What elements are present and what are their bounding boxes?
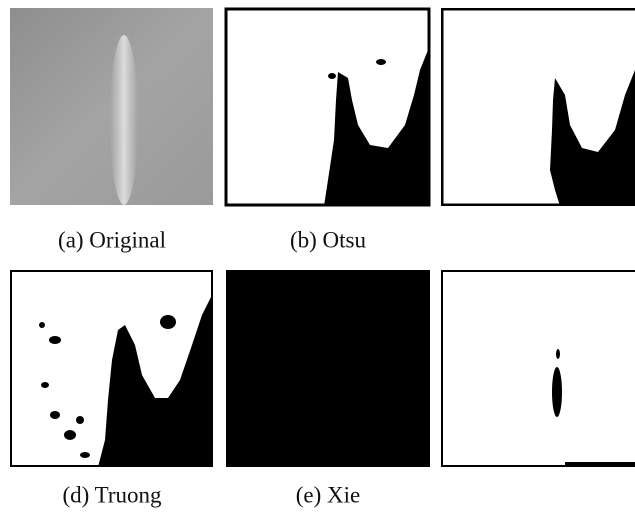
caption: (c) Xiong	[494, 227, 583, 252]
mask-blob	[328, 73, 336, 79]
caption: (e) Xie	[296, 482, 361, 507]
mask-blob	[556, 349, 560, 359]
mask-blob	[39, 322, 45, 328]
panel-xie: (e) Xie	[226, 270, 430, 507]
caption: (a) Original	[58, 227, 166, 252]
mask-blob	[50, 411, 60, 419]
mask-blob	[160, 315, 176, 329]
mask-blob	[80, 452, 90, 458]
mask-blob	[64, 430, 76, 440]
panel-truong: (d) Truong	[11, 271, 212, 507]
mask-blob	[41, 382, 49, 388]
mask-blob	[76, 416, 84, 424]
mask-blob	[376, 59, 386, 65]
caption: (d) Truong	[62, 482, 162, 507]
panel-original: (a) Original	[10, 8, 213, 252]
figure: (a) Original (b) Otsu (c) Xiong (d) Truo…	[0, 0, 635, 519]
mask-blob	[552, 367, 562, 417]
mask-blob	[49, 336, 61, 344]
image	[226, 270, 430, 467]
panel-ours: (f) Ours	[442, 271, 635, 507]
image-streak	[110, 35, 138, 205]
image	[442, 271, 635, 466]
caption: (b) Otsu	[290, 227, 367, 252]
mask-edge	[565, 462, 635, 466]
panel-xiong: (c) Xiong	[442, 9, 635, 252]
panel-otsu: (b) Otsu	[226, 9, 430, 252]
caption: (f) Ours	[501, 482, 574, 507]
